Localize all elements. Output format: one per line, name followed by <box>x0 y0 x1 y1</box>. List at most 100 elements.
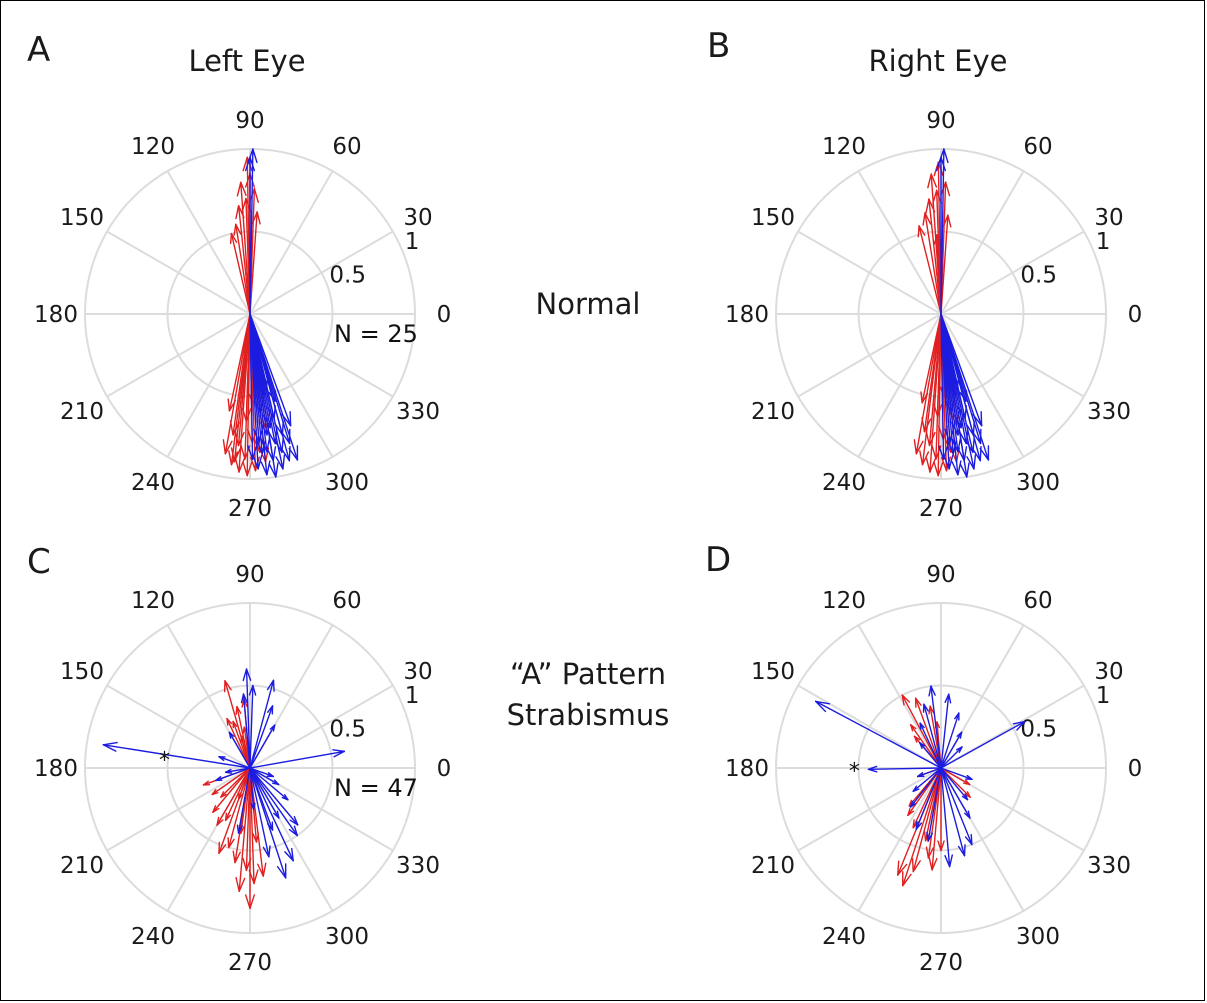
vector-arrow <box>902 767 942 887</box>
vector-arrow <box>901 694 942 769</box>
angle-tick-label: 30 <box>403 659 432 685</box>
angle-tick-label: 210 <box>60 399 104 425</box>
vector-arrow <box>940 313 990 461</box>
vector-arrow <box>919 722 942 769</box>
column-title-left-eye: Left Eye <box>188 44 305 78</box>
vector-arrow <box>218 767 251 854</box>
panel-letter-a: A <box>27 30 50 70</box>
vector-arrow <box>910 724 942 769</box>
vector-arrow <box>925 198 942 315</box>
vector-arrow <box>249 767 256 810</box>
vector-arrow <box>914 697 942 769</box>
angle-tick-label: 120 <box>131 588 175 614</box>
vector-arrow <box>249 705 274 769</box>
vector-arrow <box>212 767 251 813</box>
vector-arrow <box>226 717 251 769</box>
radius-tick-label: 1 <box>405 229 420 255</box>
grid-spoke <box>797 767 942 852</box>
vector-arrow <box>249 767 271 858</box>
vector-arrow <box>912 767 942 793</box>
angle-tick-label: 120 <box>822 134 866 160</box>
vector-arrow <box>249 313 269 388</box>
angle-tick-label: 330 <box>1087 853 1131 879</box>
angle-tick-label: 150 <box>751 205 795 231</box>
vector-arrow <box>940 693 952 769</box>
vector-arrow <box>922 703 942 769</box>
vector-arrow <box>913 313 942 455</box>
vector-arrow <box>249 313 267 396</box>
vector-arrow <box>940 720 1026 769</box>
angle-tick-label: 240 <box>822 924 866 950</box>
vector-arrow <box>249 767 299 826</box>
angle-tick-label: 210 <box>751 399 795 425</box>
vector-arrow <box>940 767 973 846</box>
angle-tick-label: 240 <box>131 470 175 496</box>
angle-tick-label: 30 <box>403 205 432 231</box>
vector-arrow <box>242 313 252 422</box>
grid-spoke <box>106 230 251 315</box>
vector-arrow <box>244 156 256 315</box>
vector-arrow <box>249 767 280 819</box>
sample-size-label: N = 47 <box>334 774 418 802</box>
vector-arrow <box>940 313 960 388</box>
compass-panel-b: 0 30 60 90 120 150 180 210 240 270 300 330 0.5 1 <box>725 108 1142 522</box>
vector-arrow <box>249 724 276 769</box>
vector-arrow <box>211 767 251 796</box>
vector-arrow <box>249 313 299 461</box>
vector-arrow <box>867 765 942 773</box>
asterisk-marker: * <box>849 760 860 785</box>
angle-tick-label: 60 <box>332 134 361 160</box>
angle-tick-label: 150 <box>751 659 795 685</box>
vector-arrow <box>233 223 251 315</box>
angle-tick-label: 30 <box>1094 659 1123 685</box>
vector-arrow <box>232 720 251 769</box>
panel-letter-b: B <box>707 26 730 66</box>
angle-tick-label: 270 <box>919 950 963 976</box>
grid-spoke <box>857 313 942 458</box>
angle-tick-label: 270 <box>228 950 272 976</box>
radius-tick-label: 1 <box>1096 229 1111 255</box>
radius-tick-label: 1 <box>405 683 420 709</box>
grid-spoke <box>857 170 942 315</box>
compass-panel-d: 0 30 60 90 120 150 180 210 240 270 300 330 0.5 1 * <box>725 562 1142 976</box>
vector-arrow <box>236 767 251 834</box>
vector-arrow <box>227 767 251 849</box>
vector-arrow <box>909 767 942 808</box>
vector-arrow <box>915 767 942 830</box>
vector-arrow <box>249 767 280 786</box>
vector-arrow <box>249 767 274 778</box>
grid-spoke <box>940 230 1085 315</box>
grid-spoke <box>106 313 251 398</box>
vector-arrow <box>917 225 942 315</box>
grid-spoke <box>249 313 394 398</box>
angle-tick-label: 150 <box>60 205 104 231</box>
vector-arrow <box>940 712 960 769</box>
vector-arrow <box>922 212 942 315</box>
angle-tick-label: 60 <box>1023 588 1052 614</box>
grid-spoke <box>797 313 942 398</box>
angle-tick-label: 330 <box>1087 399 1131 425</box>
vector-arrow <box>815 700 942 769</box>
grid-spoke <box>166 313 251 458</box>
vector-arrow <box>249 211 261 315</box>
column-title-right-eye: Right Eye <box>869 44 1008 78</box>
radius-tick-label: 0.5 <box>329 262 366 288</box>
vector-arrow <box>244 767 256 909</box>
vector-arrow <box>228 731 251 769</box>
vector-arrow <box>911 767 942 873</box>
vector-arrow <box>224 767 251 774</box>
angle-tick-label: 180 <box>725 756 769 782</box>
angle-tick-label: 90 <box>235 562 264 588</box>
vector-arrow <box>235 204 251 315</box>
vector-arrow <box>935 156 947 315</box>
row-label-normal: Normal <box>536 287 641 321</box>
angle-tick-label: 60 <box>1023 134 1052 160</box>
vector-arrow <box>249 767 287 879</box>
angle-tick-label: 90 <box>926 562 955 588</box>
vector-arrow <box>249 767 289 801</box>
vector-arrow <box>917 767 942 778</box>
vector-arrow <box>249 767 294 862</box>
grid-spoke <box>857 767 942 912</box>
